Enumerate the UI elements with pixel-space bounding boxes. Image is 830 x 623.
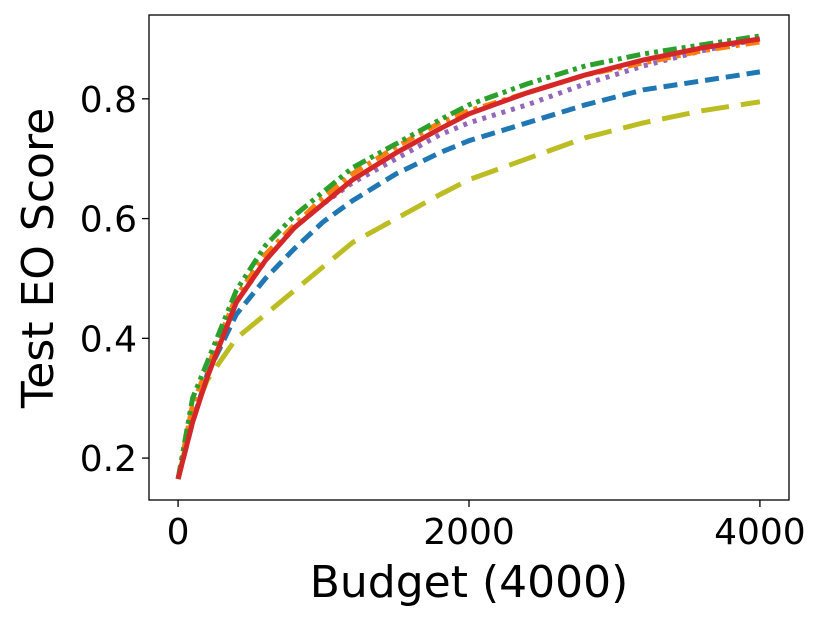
y-tick-label: 0.4	[80, 319, 137, 360]
x-axis-label: Budget (4000)	[310, 557, 629, 608]
series-layer	[175, 33, 761, 480]
series-line-1	[175, 69, 761, 480]
series-line-0	[175, 99, 761, 480]
y-tick-label: 0.6	[80, 200, 137, 241]
y-ticks: 0.2 0.4 0.6 0.8	[80, 80, 149, 480]
series-line-5	[175, 36, 761, 480]
x-tick-label: 4000	[714, 512, 806, 553]
y-axis-label: Test EO Score	[13, 108, 64, 409]
x-tick-label: 0	[167, 512, 190, 553]
y-tick-label: 0.8	[80, 80, 137, 121]
y-tick-label: 0.2	[80, 439, 137, 480]
x-ticks: 0 2000 4000	[167, 500, 806, 553]
series-line-4	[175, 33, 761, 480]
x-tick-label: 2000	[423, 512, 515, 553]
plot-frame	[148, 14, 790, 501]
